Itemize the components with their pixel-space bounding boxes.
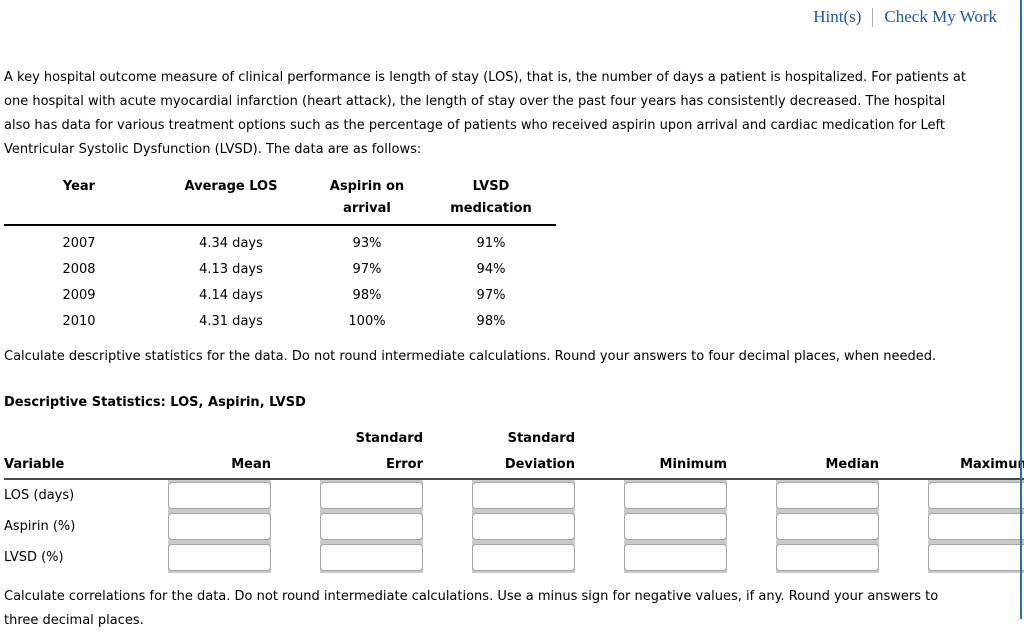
- table-row: 2007 4.34 days 93% 91%: [4, 225, 556, 257]
- check-my-work-link[interactable]: Check My Work: [884, 7, 997, 26]
- intro-line: also has data for various treatment opti…: [4, 118, 945, 133]
- year-value: 2010: [62, 314, 96, 329]
- lvsd-value: 91%: [476, 236, 506, 251]
- los-value: 4.14 days: [199, 288, 263, 303]
- row-label-lvsd: LVSD (%): [4, 542, 119, 573]
- toolbar-divider: [872, 7, 874, 27]
- input-cell: [928, 511, 1024, 542]
- correlations-instructions: Calculate correlations for the data. Do …: [4, 585, 1024, 633]
- year-value: 2009: [62, 288, 96, 303]
- data-table-header-row: Year Average LOS Aspirin on arrival LVSD m…: [4, 176, 556, 226]
- input-cell: [472, 542, 575, 573]
- header-median: Median: [825, 457, 879, 472]
- input-cell: [776, 542, 879, 573]
- input-cell: [928, 480, 1024, 511]
- hospital-data-table: Year Average LOS Aspirin on arrival LVSD m…: [4, 176, 556, 335]
- input-lvsd-mean[interactable]: [168, 544, 271, 571]
- toolbar: Hint(s) Check My Work: [0, 0, 1024, 34]
- input-los-std-error[interactable]: [320, 482, 423, 509]
- input-cell: [472, 511, 575, 542]
- input-cell: [320, 511, 423, 542]
- stats-table-header: Variable Mean Standard Error Standard Devi…: [4, 426, 1024, 478]
- input-lvsd-minimum[interactable]: [624, 544, 727, 571]
- lvsd-value: 98%: [476, 314, 506, 329]
- input-cell: [168, 480, 271, 511]
- correlations-line: Calculate correlations for the data. Do …: [4, 589, 939, 604]
- table-row: 2008 4.13 days 97% 94%: [4, 257, 556, 283]
- descriptive-instructions: Calculate descriptive statistics for the…: [4, 349, 937, 364]
- stats-table-body: LOS (days) Aspirin (%) LVSD (%): [4, 478, 1024, 573]
- input-lvsd-maximum[interactable]: [928, 544, 1024, 571]
- intro-line: Ventricular Systolic Dysfunction (LVSD).…: [4, 142, 422, 157]
- input-cell: [624, 511, 727, 542]
- row-label-aspirin: Aspirin (%): [4, 511, 119, 542]
- header-minimum: Minimum: [659, 457, 727, 472]
- column-header-average-los: Average LOS: [154, 176, 308, 226]
- table-row: 2010 4.31 days 100% 98%: [4, 309, 556, 335]
- input-cell: [472, 480, 575, 511]
- header-maximum: Maximum: [960, 457, 1024, 472]
- input-cell: [168, 511, 271, 542]
- aspirin-value: 97%: [352, 262, 382, 277]
- input-aspirin-mean[interactable]: [168, 513, 271, 540]
- hints-link[interactable]: Hint(s): [813, 7, 862, 26]
- header-mean: Mean: [231, 457, 271, 472]
- input-los-median[interactable]: [776, 482, 879, 509]
- input-cell: [320, 542, 423, 573]
- header-standard-error: Standard Error: [355, 431, 423, 472]
- input-cell: [776, 511, 879, 542]
- input-aspirin-median[interactable]: [776, 513, 879, 540]
- los-value: 4.34 days: [199, 236, 263, 251]
- aspirin-value: 100%: [348, 314, 386, 329]
- aspirin-value: 93%: [352, 236, 382, 251]
- input-cell: [168, 542, 271, 573]
- input-cell: [928, 542, 1024, 573]
- column-header-year: Year: [4, 176, 154, 226]
- input-lvsd-std-deviation[interactable]: [472, 544, 575, 571]
- intro-paragraph: A key hospital outcome measure of clinic…: [4, 66, 1024, 162]
- input-los-std-deviation[interactable]: [472, 482, 575, 509]
- header-variable: Variable: [4, 457, 65, 472]
- year-value: 2007: [62, 236, 96, 251]
- column-header-aspirin-on-arrival: Aspirin on arrival: [308, 176, 426, 226]
- input-aspirin-minimum[interactable]: [624, 513, 727, 540]
- input-cell: [776, 480, 879, 511]
- row-label-los: LOS (days): [4, 480, 119, 511]
- aspirin-value: 98%: [352, 288, 382, 303]
- column-header-lvsd-medication: LVSD medication: [426, 176, 556, 226]
- table-row: 2009 4.14 days 98% 97%: [4, 283, 556, 309]
- input-los-maximum[interactable]: [928, 482, 1024, 509]
- input-aspirin-maximum[interactable]: [928, 513, 1024, 540]
- input-los-minimum[interactable]: [624, 482, 727, 509]
- input-lvsd-std-error[interactable]: [320, 544, 423, 571]
- input-lvsd-median[interactable]: [776, 544, 879, 571]
- input-los-mean[interactable]: [168, 482, 271, 509]
- input-cell: [624, 480, 727, 511]
- correlations-line: three decimal places.: [4, 613, 144, 628]
- stats-section-title: Descriptive Statistics: LOS, Aspirin, LV…: [4, 395, 306, 410]
- lvsd-value: 97%: [476, 288, 506, 303]
- los-value: 4.13 days: [199, 262, 263, 277]
- pane-divider: [1020, 0, 1022, 619]
- assignment-content: A key hospital outcome measure of clinic…: [4, 66, 1024, 633]
- intro-line: one hospital with acute myocardial infar…: [4, 94, 946, 109]
- input-aspirin-std-deviation[interactable]: [472, 513, 575, 540]
- header-standard-deviation: Standard Deviation: [504, 431, 575, 472]
- input-cell: [624, 542, 727, 573]
- input-aspirin-std-error[interactable]: [320, 513, 423, 540]
- los-value: 4.31 days: [199, 314, 263, 329]
- input-cell: [320, 480, 423, 511]
- year-value: 2008: [62, 262, 96, 277]
- lvsd-value: 94%: [476, 262, 506, 277]
- intro-line: A key hospital outcome measure of clinic…: [4, 70, 966, 85]
